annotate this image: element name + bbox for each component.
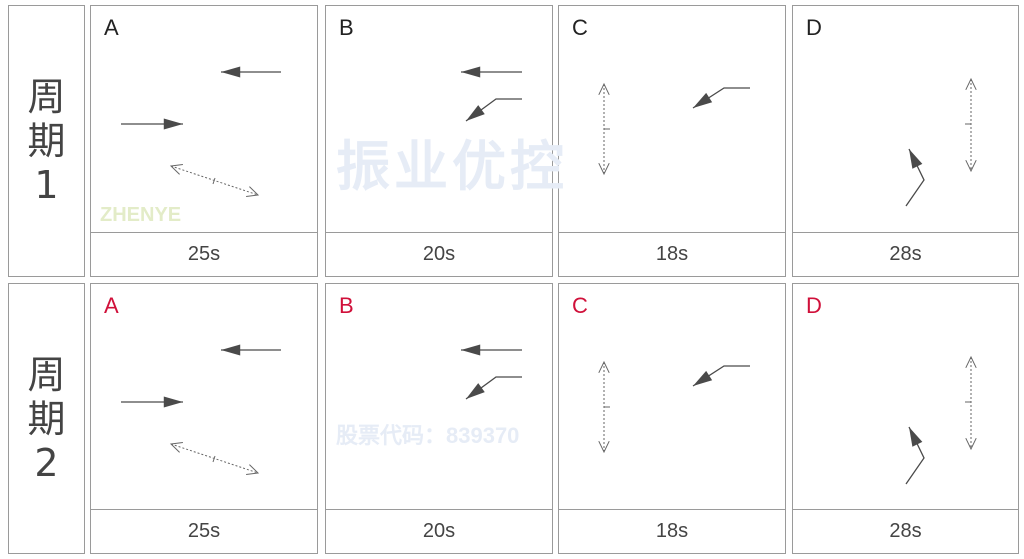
vehicle-arrow bbox=[692, 87, 750, 109]
arrow-head bbox=[466, 105, 485, 121]
arrow-head bbox=[909, 427, 923, 447]
phase-duration: 28s bbox=[793, 509, 1018, 553]
phase-movement-diagram bbox=[598, 82, 750, 176]
phase-duration: 25s bbox=[91, 232, 317, 276]
phase-cell-b: B 20s bbox=[325, 283, 553, 554]
arrow-head bbox=[461, 66, 481, 78]
arrow-head bbox=[466, 383, 485, 399]
pedestrian-crossing-arrow bbox=[598, 360, 610, 454]
phase-cell-b: B 20s bbox=[325, 5, 553, 277]
arrow-head-open bbox=[246, 186, 260, 198]
arrow-head-open bbox=[965, 437, 977, 451]
arrow-head-open bbox=[598, 360, 610, 374]
phase-cell-d: D 28s bbox=[792, 5, 1019, 277]
phase-label: B bbox=[339, 293, 354, 318]
arrow-head-open bbox=[965, 159, 977, 173]
phase-cell-d: D 28s bbox=[792, 283, 1019, 554]
vehicle-arrow bbox=[692, 365, 750, 387]
phase-label: C bbox=[572, 293, 588, 318]
vehicle-arrow bbox=[121, 118, 183, 130]
arrow-head bbox=[693, 92, 713, 108]
arrow-head bbox=[221, 66, 241, 78]
phase-duration: 20s bbox=[326, 509, 552, 553]
arrow-head-open bbox=[246, 464, 260, 476]
phase-label: A bbox=[104, 15, 119, 40]
phase-label: D bbox=[806, 293, 822, 318]
arrow-head-open bbox=[598, 440, 610, 454]
phase-label: D bbox=[806, 15, 822, 40]
phase-label: C bbox=[572, 15, 588, 40]
cycle-label-char: 周 bbox=[27, 75, 66, 119]
pedestrian-crossing-arrow bbox=[965, 77, 977, 173]
phase-movement-diagram bbox=[905, 77, 977, 207]
arrow-head-open bbox=[169, 163, 183, 175]
phase-duration: 18s bbox=[559, 232, 785, 276]
phase-movement-diagram bbox=[461, 66, 522, 122]
arrow-head-open bbox=[169, 441, 183, 453]
arrow-head bbox=[163, 396, 183, 408]
phase-label: B bbox=[339, 15, 354, 40]
phase-duration: 18s bbox=[559, 509, 785, 553]
cycle-label-char: 2 bbox=[34, 440, 59, 485]
phase-movement-diagram bbox=[461, 344, 522, 400]
cycle-label-char: 期 bbox=[27, 396, 66, 441]
vehicle-arrow bbox=[221, 66, 281, 78]
cycle-label-char: 期 bbox=[27, 119, 66, 163]
phase-movement-diagram bbox=[905, 355, 977, 485]
phase-duration: 20s bbox=[326, 232, 552, 276]
vehicle-arrow bbox=[461, 344, 522, 356]
pedestrian-crossing-arrow bbox=[169, 163, 260, 198]
phase-duration: 25s bbox=[91, 509, 317, 553]
phase-movement-diagram bbox=[121, 344, 281, 476]
phase-cell-a: A 25s bbox=[90, 5, 318, 277]
phase-duration: 28s bbox=[793, 232, 1018, 276]
vehicle-arrow bbox=[905, 426, 925, 485]
arrow-head-open bbox=[598, 162, 610, 176]
phase-label: A bbox=[104, 293, 119, 318]
vehicle-arrow bbox=[465, 98, 522, 122]
arrow-head-open bbox=[965, 77, 977, 91]
vehicle-arrow bbox=[905, 148, 925, 207]
vehicle-arrow bbox=[221, 344, 281, 356]
arrow-head bbox=[163, 118, 183, 130]
vehicle-arrow bbox=[461, 66, 522, 78]
arrow-head bbox=[461, 344, 481, 356]
pedestrian-crossing-arrow bbox=[169, 441, 260, 476]
vehicle-arrow bbox=[121, 396, 183, 408]
pedestrian-crossing-arrow bbox=[965, 355, 977, 451]
phase-cell-a: A 25s bbox=[90, 283, 318, 554]
cycle-label-char: 1 bbox=[34, 163, 59, 207]
phase-cell-c: C 18s bbox=[558, 5, 786, 277]
cycle-label-char: 周 bbox=[27, 352, 66, 397]
vehicle-arrow bbox=[465, 376, 522, 400]
arrow-head bbox=[909, 149, 923, 169]
phase-movement-diagram bbox=[598, 360, 750, 454]
arrow-head bbox=[221, 344, 241, 356]
arrow-head-open bbox=[598, 82, 610, 96]
pedestrian-crossing-arrow bbox=[598, 82, 610, 176]
phase-cell-c: C 18s bbox=[558, 283, 786, 554]
arrow-head bbox=[693, 370, 713, 386]
arrow-head-open bbox=[965, 355, 977, 369]
phase-movement-diagram bbox=[121, 66, 281, 198]
